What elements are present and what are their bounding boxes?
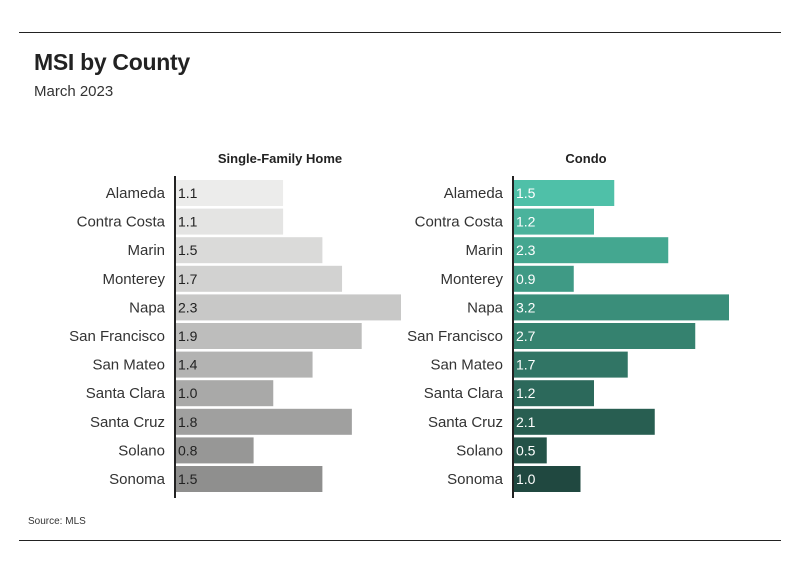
sfh-value-label-solano: 0.8 [178, 442, 198, 458]
condo-value-label-contra-costa: 1.2 [516, 214, 536, 230]
sfh-category-label-solano: Solano [118, 442, 165, 459]
condo-panel-title: Condo [565, 151, 606, 166]
sfh-bar-santa-cruz [175, 408, 352, 435]
condo-bar-marin [513, 237, 669, 264]
condo-category-label-san-francisco: San Francisco [407, 328, 503, 345]
sfh-bar-contra-costa [175, 208, 284, 235]
condo-bar-sonoma [513, 466, 581, 492]
sfh-category-label-alameda: Alameda [106, 185, 166, 202]
sfh-value-label-santa-clara: 1.0 [178, 385, 198, 401]
condo-value-label-napa: 3.2 [516, 299, 536, 315]
sfh-value-label-sonoma: 1.5 [178, 471, 198, 487]
sfh-panel-title: Single-Family Home [218, 151, 342, 166]
top-rule [19, 32, 781, 33]
sfh-category-label-marin: Marin [127, 242, 165, 259]
sfh-category-label-san-mateo: San Mateo [92, 357, 165, 374]
condo-category-label-marin: Marin [465, 242, 503, 259]
sfh-bar-santa-clara [175, 380, 274, 407]
sfh-category-label-sonoma: Sonoma [109, 471, 166, 488]
sfh-value-label-monterey: 1.7 [178, 271, 198, 287]
sfh-bar-monterey [175, 265, 343, 292]
condo-category-label-napa: Napa [467, 299, 504, 316]
condo-bar-alameda [513, 180, 615, 206]
condo-category-label-sonoma: Sonoma [447, 471, 504, 488]
bottom-rule [19, 540, 781, 541]
chart-title: MSI by County [34, 49, 190, 75]
sfh-value-label-san-francisco: 1.9 [178, 328, 198, 344]
condo-bar-monterey [513, 265, 574, 292]
condo-bar-santa-clara [513, 380, 594, 407]
sfh-value-label-contra-costa: 1.1 [178, 214, 198, 230]
sfh-value-label-san-mateo: 1.4 [178, 357, 198, 373]
sfh-value-label-marin: 1.5 [178, 242, 198, 258]
condo-bar-san-francisco [513, 323, 696, 349]
condo-bar-santa-cruz [513, 408, 655, 435]
condo-bar-napa [513, 294, 729, 321]
condo-category-label-alameda: Alameda [444, 185, 504, 202]
sfh-bar-san-mateo [175, 351, 313, 378]
condo-category-label-san-mateo: San Mateo [430, 357, 503, 374]
condo-value-label-santa-cruz: 2.1 [516, 414, 536, 430]
condo-value-label-sonoma: 1.0 [516, 471, 536, 487]
condo-value-label-san-francisco: 2.7 [516, 328, 536, 344]
condo-category-label-contra-costa: Contra Costa [415, 214, 504, 231]
sfh-value-label-santa-cruz: 1.8 [178, 414, 198, 430]
condo-panel: Condo Alameda 1.5 Contra Costa 1.2 Marin 2.3 Mo… [407, 151, 729, 498]
condo-value-label-alameda: 1.5 [516, 185, 536, 201]
condo-bar-san-mateo [513, 351, 628, 378]
condo-category-label-solano: Solano [456, 442, 503, 459]
sfh-bar-napa [175, 294, 401, 321]
condo-value-label-san-mateo: 1.7 [516, 357, 536, 373]
single-family-panel: Single-Family Home Alameda 1.1 Contra Costa… [69, 151, 401, 498]
chart-subtitle: March 2023 [34, 83, 114, 100]
condo-value-label-santa-clara: 1.2 [516, 385, 536, 401]
sfh-bar-solano [175, 437, 254, 464]
source-note: Source: MLS [28, 516, 86, 527]
condo-value-label-monterey: 0.9 [516, 271, 536, 287]
condo-bar-contra-costa [513, 208, 594, 235]
condo-bar-solano [513, 437, 547, 464]
sfh-bar-marin [175, 237, 323, 264]
sfh-category-label-napa: Napa [129, 299, 166, 316]
condo-value-label-marin: 2.3 [516, 242, 536, 258]
sfh-value-label-alameda: 1.1 [178, 185, 198, 201]
sfh-bar-sonoma [175, 466, 323, 492]
sfh-value-label-napa: 2.3 [178, 299, 198, 315]
sfh-category-label-san-francisco: San Francisco [69, 328, 165, 345]
condo-value-label-solano: 0.5 [516, 442, 536, 458]
sfh-bar-alameda [175, 180, 284, 206]
sfh-category-label-contra-costa: Contra Costa [77, 214, 166, 231]
sfh-category-label-santa-cruz: Santa Cruz [90, 414, 165, 431]
sfh-category-label-santa-clara: Santa Clara [86, 385, 166, 402]
condo-category-label-monterey: Monterey [440, 271, 503, 288]
condo-category-label-santa-clara: Santa Clara [424, 385, 504, 402]
sfh-category-label-monterey: Monterey [102, 271, 165, 288]
condo-category-label-santa-cruz: Santa Cruz [428, 414, 503, 431]
sfh-bar-san-francisco [175, 323, 362, 349]
